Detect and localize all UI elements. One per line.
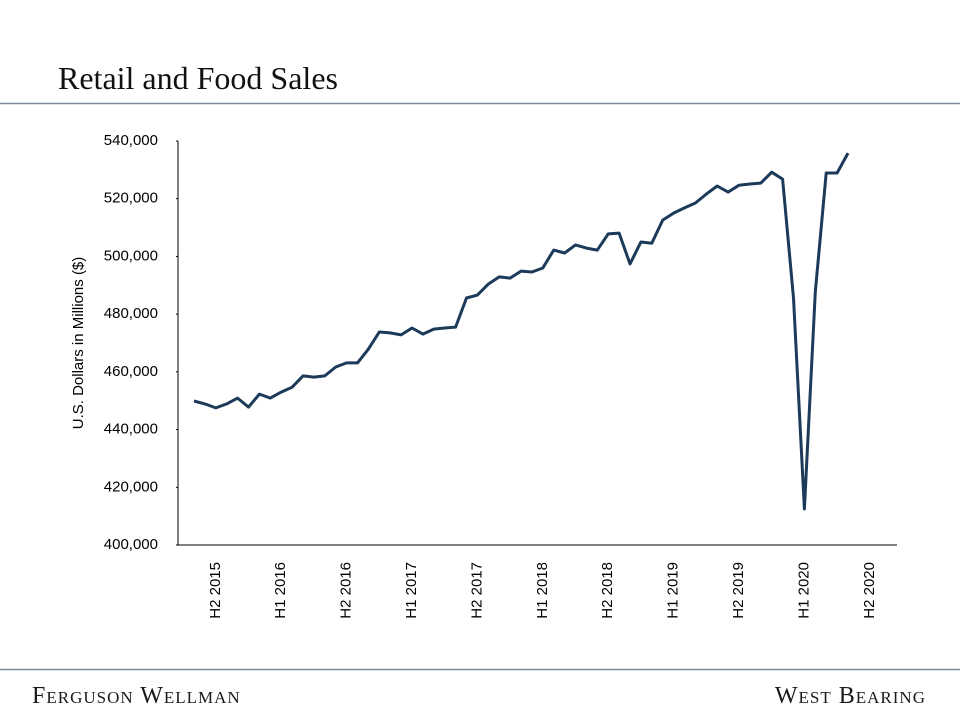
y-tick-label: 460,000 xyxy=(104,363,158,380)
data-line xyxy=(193,152,850,511)
y-axis-label: U.S. Dollars in Millions ($) xyxy=(70,257,87,430)
y-tick-label: 520,000 xyxy=(104,190,158,207)
y-tick-label: 420,000 xyxy=(104,478,158,495)
footer-right-brand: West Bearing xyxy=(775,683,926,709)
x-tick-label: H2 2015 xyxy=(207,562,224,619)
y-tick-label: 440,000 xyxy=(104,421,158,438)
x-tick-label: H2 2019 xyxy=(730,562,747,619)
x-tick-label: H1 2019 xyxy=(665,562,682,619)
x-tick-label: H1 2018 xyxy=(534,562,551,619)
footer-left-brand: Ferguson Wellman xyxy=(32,683,241,709)
x-tick-label: H2 2016 xyxy=(338,562,355,619)
chart-title: Retail and Food Sales xyxy=(58,60,338,96)
x-tick-label: H2 2020 xyxy=(861,562,878,619)
y-tick-label: 500,000 xyxy=(104,247,158,264)
x-tick-label: H1 2017 xyxy=(403,562,420,619)
x-tick-label: H1 2016 xyxy=(272,562,289,619)
x-tick-label: H2 2018 xyxy=(599,562,616,619)
y-tick-label: 400,000 xyxy=(104,536,158,553)
x-tick-label: H1 2020 xyxy=(795,562,812,619)
x-tick-label: H2 2017 xyxy=(468,562,485,619)
y-tick-label: 480,000 xyxy=(104,305,158,322)
y-tick-label: 540,000 xyxy=(104,132,158,149)
